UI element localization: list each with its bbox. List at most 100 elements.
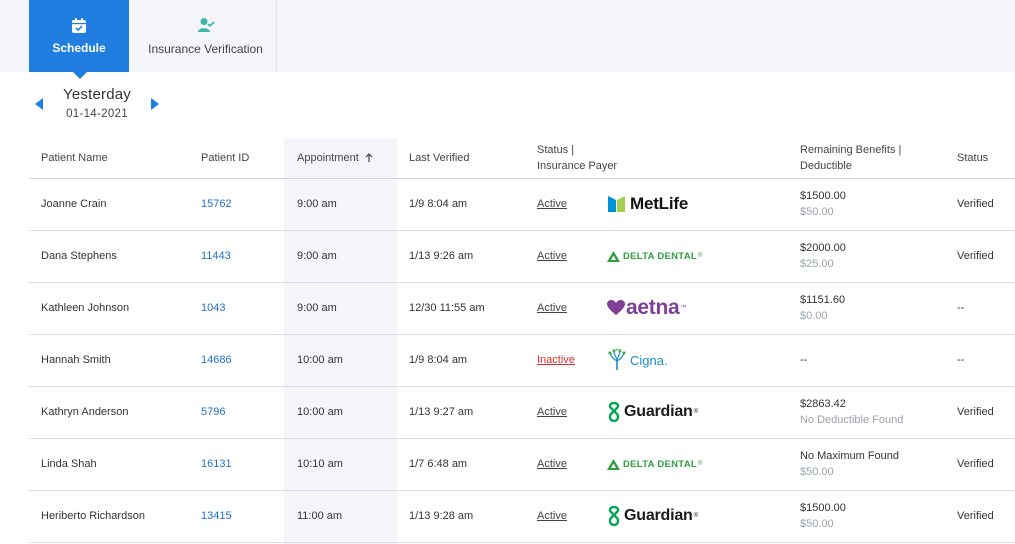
payer-logo-guardian: Guardian ® xyxy=(607,386,698,438)
verification-status: Verified xyxy=(957,250,994,262)
remaining-benefits: -- xyxy=(800,334,807,386)
header-benefits-line1: Remaining Benefits | xyxy=(800,144,902,156)
benefit-amount: $2863.42 xyxy=(800,398,846,410)
header-status-payer[interactable]: Status | Insurance Payer xyxy=(537,142,617,174)
header-appointment-label: Appointment xyxy=(297,152,359,164)
date-label: 01-14-2021 xyxy=(66,108,128,120)
payer-name: MetLife xyxy=(630,194,689,213)
delta-dental-logo-icon xyxy=(607,250,620,262)
payer-logo-delta-dental: DELTA DENTAL ® xyxy=(607,438,703,490)
payer-name: Guardian xyxy=(624,403,693,420)
table-header: Patient Name Patient ID Appointment Last… xyxy=(29,138,1015,179)
benefit-amount: $2000.00 xyxy=(800,242,846,254)
guardian-logo-icon xyxy=(608,402,620,422)
appointment-column-highlight xyxy=(284,138,397,544)
appointment-time: 10:00 am xyxy=(297,406,343,418)
tab-insurance-verification-label: Insurance Verification xyxy=(148,42,263,56)
date-navigator: Yesterday 01-14-2021 xyxy=(29,84,169,124)
patient-id-link[interactable]: 15762 xyxy=(201,198,232,210)
remaining-benefits: $1500.00 $50.00 xyxy=(800,178,846,230)
payer-name: Cigna. xyxy=(630,352,668,368)
header-patient-id[interactable]: Patient ID xyxy=(201,152,250,164)
calendar-check-icon xyxy=(72,18,86,33)
status-link[interactable]: Active xyxy=(537,198,567,210)
payer-name: DELTA DENTAL xyxy=(623,458,697,470)
status-link[interactable]: Active xyxy=(537,302,567,314)
patient-id-link[interactable]: 14686 xyxy=(201,354,232,366)
patient-id-link[interactable]: 13415 xyxy=(201,510,232,522)
status-link[interactable]: Active xyxy=(537,250,567,262)
patient-id-link[interactable]: 11443 xyxy=(201,250,231,262)
verification-status: Verified xyxy=(957,406,994,418)
payer-name: aetna xyxy=(626,296,680,319)
remaining-benefits: $1500.00 $50.00 xyxy=(800,490,846,542)
patient-name: Joanne Crain xyxy=(41,198,107,210)
guardian-logo-icon xyxy=(608,506,620,526)
deductible-amount: No Deductible Found xyxy=(800,414,904,426)
benefit-amount: -- xyxy=(800,354,808,366)
patient-name: Heriberto Richardson xyxy=(41,510,145,522)
last-verified: 1/7 6:48 am xyxy=(409,458,468,470)
next-day-arrow-icon[interactable] xyxy=(151,98,159,110)
payer-logo-cigna: Cigna. xyxy=(607,334,668,386)
patient-name: Kathleen Johnson xyxy=(41,302,130,314)
payer-name: DELTA DENTAL xyxy=(623,250,697,262)
deductible-amount: $50.00 xyxy=(800,466,834,478)
last-verified: 1/13 9:28 am xyxy=(409,510,474,522)
status-link[interactable]: Inactive xyxy=(537,354,575,366)
verification-status: Verified xyxy=(957,510,994,522)
previous-day-arrow-icon[interactable] xyxy=(35,98,43,110)
aetna-heart-logo-icon xyxy=(607,300,625,315)
table-row[interactable]: Kathleen Johnson 1043 9:00 am 12/30 11:5… xyxy=(29,282,1015,335)
verification-status: -- xyxy=(957,302,965,314)
appointment-time: 9:00 am xyxy=(297,250,337,262)
remaining-benefits: $1151.60 $0.00 xyxy=(800,282,845,334)
table-row[interactable]: Linda Shah 16131 10:10 am 1/7 6:48 am Ac… xyxy=(29,438,1015,491)
day-label: Yesterday xyxy=(63,86,131,103)
payer-name: Guardian xyxy=(624,507,693,524)
benefit-amount: $1151.60 xyxy=(800,294,846,306)
delta-dental-logo-icon xyxy=(607,458,620,470)
tab-schedule[interactable]: Schedule xyxy=(29,0,129,79)
status-link[interactable]: Active xyxy=(537,406,567,418)
status-link[interactable]: Active xyxy=(537,458,567,470)
table-row[interactable]: Kathryn Anderson 5796 10:00 am 1/13 9:27… xyxy=(29,386,1015,439)
header-status-payer-line1: Status | xyxy=(537,144,575,156)
patient-name: Kathryn Anderson xyxy=(41,406,129,418)
header-patient-name[interactable]: Patient Name xyxy=(41,152,108,164)
header-last-verified[interactable]: Last Verified xyxy=(409,152,470,164)
appointment-time: 9:00 am xyxy=(297,198,337,210)
appointment-time: 10:10 am xyxy=(297,458,343,470)
header-appointment[interactable]: Appointment xyxy=(297,150,374,166)
verification-status: Verified xyxy=(957,458,994,470)
last-verified: 12/30 11:55 am xyxy=(409,302,485,314)
benefit-amount: $1500.00 xyxy=(800,502,846,514)
appointment-time: 9:00 am xyxy=(297,302,337,314)
status-link[interactable]: Active xyxy=(537,510,567,522)
remaining-benefits: $2863.42 No Deductible Found xyxy=(800,386,903,438)
deductible-amount: $25.00 xyxy=(800,258,834,270)
deductible-amount: $0.00 xyxy=(800,310,828,322)
table-row[interactable]: Heriberto Richardson 13415 11:00 am 1/13… xyxy=(29,490,1015,543)
appointment-time: 11:00 am xyxy=(297,510,343,522)
cigna-tree-logo-icon xyxy=(608,349,626,370)
table-row[interactable]: Dana Stephens 11443 9:00 am 1/13 9:26 am… xyxy=(29,230,1015,283)
table-row[interactable]: Hannah Smith 14686 10:00 am 1/9 8:04 am … xyxy=(29,334,1015,387)
deductible-amount: $50.00 xyxy=(800,206,834,218)
header-remaining-benefits[interactable]: Remaining Benefits | Deductible xyxy=(800,142,901,174)
patient-name: Hannah Smith xyxy=(41,354,111,366)
table-row[interactable]: Joanne Crain 15762 9:00 am 1/9 8:04 am A… xyxy=(29,178,1015,231)
tab-schedule-label: Schedule xyxy=(52,41,106,55)
patient-id-link[interactable]: 16131 xyxy=(201,458,232,470)
payer-logo-metlife: MetLife xyxy=(607,178,688,230)
patient-id-link[interactable]: 5796 xyxy=(201,406,226,418)
payer-logo-aetna: aetna ™ xyxy=(607,282,686,334)
patient-name: Linda Shah xyxy=(41,458,97,470)
benefit-amount: No Maximum Found xyxy=(800,450,900,462)
header-status-payer-line2: Insurance Payer xyxy=(537,160,618,172)
payer-logo-delta-dental: DELTA DENTAL ® xyxy=(607,230,703,282)
tab-insurance-verification[interactable]: Insurance Verification xyxy=(135,0,277,72)
last-verified: 1/9 8:04 am xyxy=(409,354,468,366)
patient-id-link[interactable]: 1043 xyxy=(201,302,226,314)
header-status[interactable]: Status xyxy=(957,152,989,164)
